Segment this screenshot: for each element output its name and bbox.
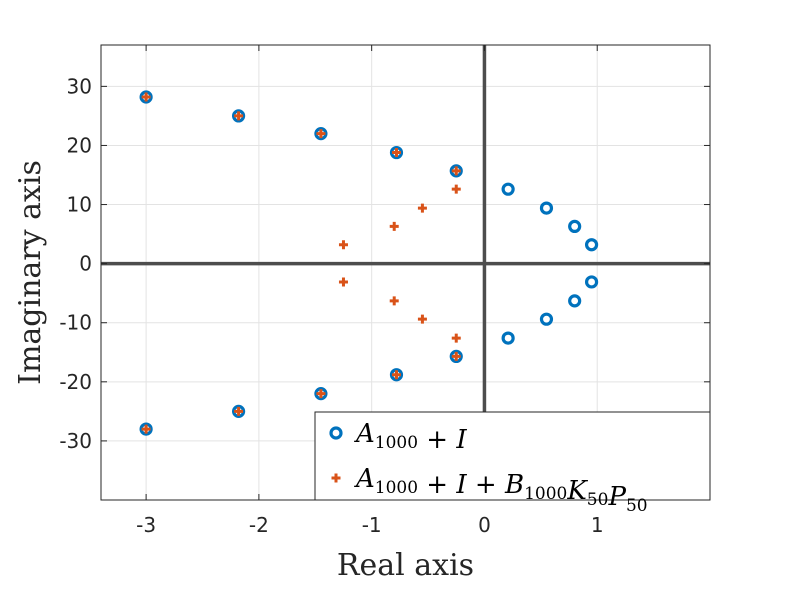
data-marks: [139, 90, 599, 436]
circle-point: [231, 404, 246, 418]
plus-point: [417, 203, 427, 213]
circle-point: [501, 331, 515, 345]
legend-box: [314, 411, 711, 501]
circle-point: [139, 90, 153, 104]
legend-marker-1: [329, 426, 343, 440]
x-tick-label: 0: [478, 513, 491, 537]
x-tick-label: -1: [362, 513, 382, 537]
circle-point: [501, 182, 515, 196]
legend-label-part: P: [607, 482, 626, 512]
y-tick-label: 0: [79, 252, 92, 276]
plus-point: [451, 184, 461, 194]
circle-point: [539, 312, 554, 326]
legend-label-part: +: [418, 470, 456, 500]
series-2: [141, 92, 461, 434]
plus-point: [389, 296, 399, 306]
y-axis-title: Imaginary axis: [13, 160, 48, 385]
series-1: [139, 90, 599, 436]
circle-point: [389, 145, 404, 160]
y-tick-label: -10: [59, 311, 92, 335]
legend-label-part: I: [455, 470, 467, 500]
plus-point: [141, 424, 151, 434]
circle-point: [539, 201, 554, 215]
legend-label-part: A: [354, 464, 375, 494]
legend-label-part: I: [455, 425, 467, 455]
circle-point: [449, 349, 463, 364]
y-tick-label: 30: [67, 74, 92, 98]
legend-label-part: 1000: [375, 433, 418, 453]
plus-point: [234, 406, 244, 416]
legend-label-part: K: [566, 476, 588, 506]
legend-label-part: 50: [587, 490, 609, 510]
y-tick-label: -30: [59, 429, 92, 453]
legend-label-part: B: [504, 470, 524, 500]
circle-point: [314, 387, 328, 401]
legend-label-part: 1000: [524, 484, 567, 504]
plus-point: [391, 370, 401, 380]
circle-point: [568, 219, 582, 234]
circle-point: [568, 294, 582, 308]
circle-point: [231, 109, 246, 123]
legend-label-part: +: [418, 425, 456, 455]
legend-label-part: A: [354, 419, 375, 449]
plus-point: [451, 333, 461, 343]
plus-point: [389, 221, 399, 231]
legend-label-part: 1000: [375, 478, 418, 498]
x-tick-label: 1: [591, 513, 604, 537]
circle-point: [139, 422, 153, 436]
plus-point: [234, 111, 244, 121]
y-tick-label: -20: [59, 370, 92, 394]
circle-point: [389, 368, 404, 382]
x-tick-label: -3: [136, 513, 156, 537]
legend-label-2: A1000 + I + B1000K50P50: [354, 464, 648, 516]
circle-point: [584, 275, 599, 289]
circle-point: [584, 238, 599, 252]
x-axis-title: Real axis: [337, 548, 474, 583]
y-tick-label: 10: [67, 193, 92, 217]
plus-point: [316, 129, 326, 139]
circle-point: [449, 164, 463, 178]
plus-point: [417, 314, 427, 324]
legend-label-1: A1000 + I: [354, 419, 467, 455]
plus-point: [316, 389, 326, 399]
legend-marker-2: [331, 473, 341, 483]
y-tick-label: 20: [67, 133, 92, 157]
plus-point: [338, 277, 348, 287]
legend-label-part: +: [467, 470, 505, 500]
plus-point: [391, 148, 401, 158]
x-tick-label: -2: [249, 513, 269, 537]
plus-point: [451, 166, 461, 176]
plus-point: [338, 240, 348, 250]
plus-point: [451, 351, 461, 361]
legend-label-part: 50: [626, 496, 648, 516]
plus-point: [141, 92, 151, 102]
circle-point: [314, 127, 328, 141]
